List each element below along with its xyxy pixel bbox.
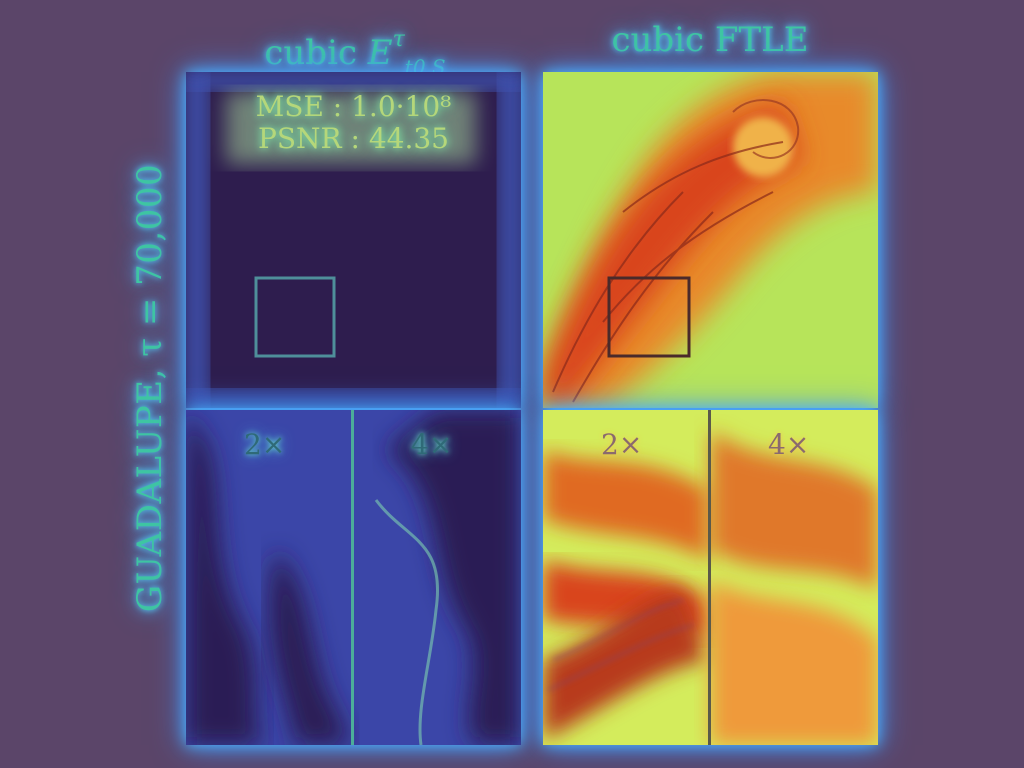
row-label: GUADALUPE, τ = 70,000 bbox=[102, 140, 198, 636]
error-field-panel: MSE : 1.0·10⁸ PSNR : 44.35 bbox=[186, 72, 521, 408]
ftle-image bbox=[543, 72, 878, 408]
error-zoom-panel: 2× 4× bbox=[186, 410, 521, 745]
psnr-value: PSNR : 44.35 bbox=[258, 122, 449, 155]
zoom-label-2x: 2× bbox=[244, 428, 286, 461]
row-label-text: GUADALUPE, τ = 70,000 bbox=[130, 163, 170, 613]
mse-value: MSE : 1.0·10⁸ bbox=[255, 90, 452, 123]
ftle-panel bbox=[543, 72, 878, 408]
zoom-label-2x: 2× bbox=[601, 428, 643, 461]
column-title-cubic-error: cubic Eτt0,S bbox=[264, 27, 446, 79]
zoom-region-box bbox=[254, 276, 336, 358]
zoom-label-4x: 4× bbox=[411, 428, 453, 461]
zoom-divider bbox=[708, 410, 711, 745]
ftle-zoom-panel: 2× 4× bbox=[543, 410, 878, 745]
zoom-divider bbox=[351, 410, 354, 745]
error-field-image bbox=[186, 72, 521, 408]
column-title-cubic-ftle: cubic FTLE bbox=[611, 20, 809, 60]
zoom-region-box bbox=[607, 276, 691, 358]
zoom-label-4x: 4× bbox=[768, 428, 810, 461]
